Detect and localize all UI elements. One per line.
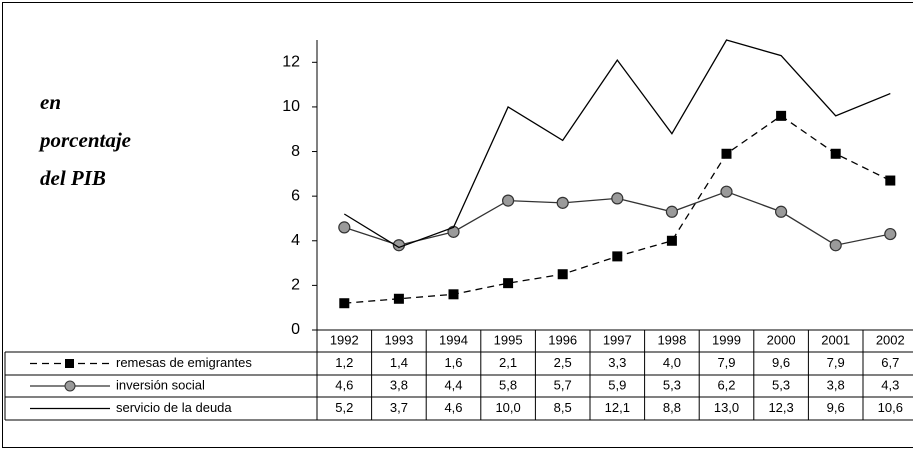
point <box>884 227 897 241</box>
table-value: 5,9 <box>608 377 626 392</box>
x-tick-label: 2002 <box>876 332 905 347</box>
table-value: 9,6 <box>772 355 790 370</box>
point <box>720 185 733 198</box>
table-value: 3,8 <box>390 377 408 392</box>
legend-marker <box>64 380 76 392</box>
table-value: 4,3 <box>881 377 899 392</box>
x-tick-label: 1997 <box>603 332 632 347</box>
table-value: 6,7 <box>881 355 899 370</box>
table-value: 3,7 <box>390 400 408 415</box>
table-value: 6,2 <box>717 377 735 392</box>
point <box>556 196 569 209</box>
point <box>774 205 788 218</box>
point <box>502 194 515 207</box>
point <box>721 148 732 159</box>
table-value: 2,1 <box>499 355 517 370</box>
y-axis-label: porcentaje <box>38 128 131 152</box>
table-value: 3,8 <box>827 377 845 392</box>
x-tick-label: 1994 <box>439 332 468 347</box>
y-tick-label: 6 <box>291 187 300 204</box>
legend-marker <box>65 359 74 368</box>
y-tick-label: 4 <box>291 232 300 249</box>
legend-label: remesas de emigrantes <box>116 355 252 370</box>
point <box>830 148 841 159</box>
series-line <box>344 115 891 304</box>
table-value: 4,4 <box>444 377 462 392</box>
table-value: 7,9 <box>827 355 845 370</box>
point <box>885 175 896 186</box>
point <box>829 239 842 252</box>
table-value: 8,8 <box>663 400 681 415</box>
y-tick-label: 0 <box>291 321 300 338</box>
table-value: 3,3 <box>608 355 626 370</box>
table-value: 5,7 <box>554 377 572 392</box>
table-value: 13,0 <box>714 400 739 415</box>
x-tick-label: 2000 <box>767 332 796 347</box>
table-value: 5,2 <box>335 400 353 415</box>
point <box>665 205 679 218</box>
table-value: 5,8 <box>499 377 517 392</box>
x-tick-label: 1992 <box>330 332 359 347</box>
table-value: 10,6 <box>878 400 903 415</box>
point <box>339 298 350 309</box>
legend-label: servicio de la deuda <box>116 400 232 415</box>
y-tick-label: 8 <box>291 143 300 160</box>
point <box>557 269 568 280</box>
y-tick-label: 12 <box>282 54 300 71</box>
table-value: 1,2 <box>335 355 353 370</box>
table-value: 5,3 <box>663 377 681 392</box>
point <box>666 235 677 246</box>
x-tick-label: 1998 <box>657 332 686 347</box>
table-value: 12,1 <box>605 400 630 415</box>
table-value: 12,3 <box>768 400 793 415</box>
table-value: 1,4 <box>390 355 408 370</box>
table-value: 4,6 <box>335 377 353 392</box>
x-tick-label: 1999 <box>712 332 741 347</box>
series-line <box>343 39 891 249</box>
table-value: 4,6 <box>444 400 462 415</box>
table-value: 4,0 <box>663 355 681 370</box>
point <box>612 251 623 262</box>
table-value: 8,5 <box>554 400 572 415</box>
point <box>393 293 404 304</box>
legend-label: inversión social <box>116 377 205 392</box>
table-value: 10,0 <box>495 400 520 415</box>
table-value: 7,9 <box>717 355 735 370</box>
x-tick-label: 1993 <box>384 332 413 347</box>
table-value: 1,6 <box>444 355 462 370</box>
x-tick-label: 1996 <box>548 332 577 347</box>
point <box>611 192 624 205</box>
point <box>503 278 514 289</box>
point <box>448 289 459 300</box>
table-value: 2,5 <box>554 355 572 370</box>
x-tick-label: 2001 <box>821 332 850 347</box>
y-axis-label: en <box>40 90 61 114</box>
point <box>776 110 787 121</box>
table-value: 9,6 <box>827 400 845 415</box>
x-tick-label: 1995 <box>494 332 523 347</box>
point <box>338 221 351 234</box>
y-tick-label: 10 <box>282 98 300 115</box>
table-value: 5,3 <box>772 377 790 392</box>
y-axis-label: del PIB <box>40 166 106 190</box>
y-tick-label: 2 <box>291 277 300 294</box>
